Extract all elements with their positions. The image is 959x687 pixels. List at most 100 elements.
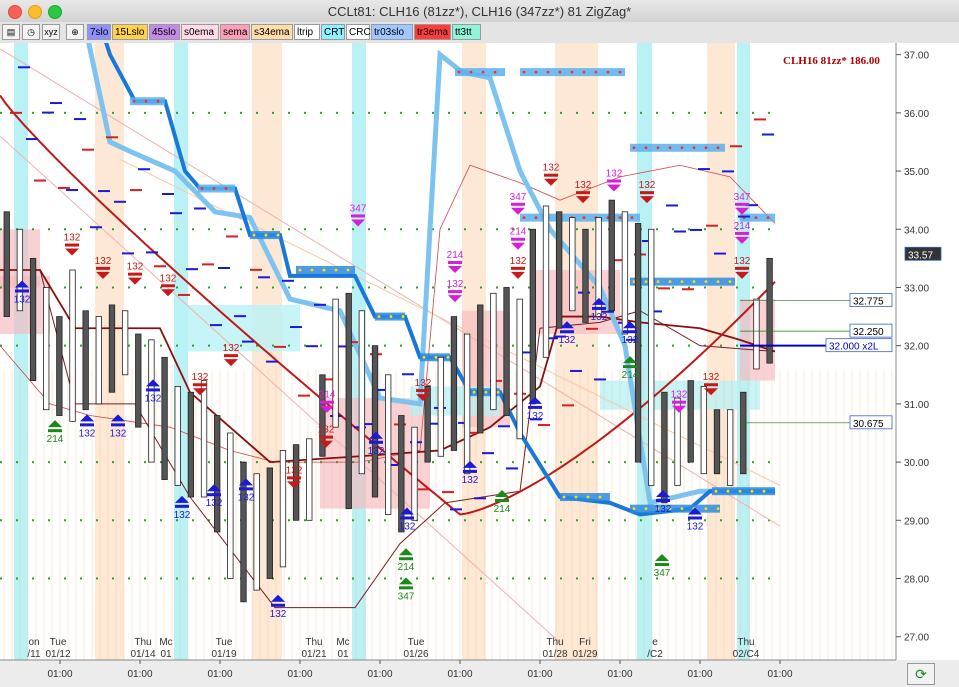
plateau-dot bbox=[692, 280, 696, 284]
xyz-icon[interactable]: xyz bbox=[42, 24, 60, 40]
price-bar bbox=[595, 217, 602, 317]
toolbar-button-tr3ema[interactable]: tr3ema bbox=[414, 24, 451, 40]
plateau-dot bbox=[389, 315, 393, 318]
plateau-dot bbox=[598, 495, 602, 499]
price-bar bbox=[674, 397, 681, 486]
price-tick-label: 28.00 bbox=[904, 575, 929, 586]
signal-arrow bbox=[15, 280, 29, 288]
close-window-button[interactable] bbox=[8, 5, 22, 19]
price-bar bbox=[121, 310, 129, 376]
signal-marker: 132 bbox=[622, 321, 639, 346]
date-day-label: Thu bbox=[546, 637, 563, 648]
plateau-dot bbox=[762, 489, 766, 493]
plateau-dot bbox=[716, 280, 720, 284]
price-bar bbox=[556, 211, 563, 329]
toolbar-button-sema[interactable]: sema bbox=[220, 24, 250, 40]
plateau-dot bbox=[224, 187, 228, 190]
signal-label: 132 bbox=[192, 372, 209, 383]
plateau-block bbox=[740, 213, 775, 222]
signal-bar bbox=[65, 243, 79, 247]
plateau-dot bbox=[632, 280, 636, 284]
signal-label: 132 bbox=[622, 335, 639, 346]
signal-bar bbox=[560, 330, 574, 334]
price-bar bbox=[766, 257, 773, 364]
time-tick-label: 01:00 bbox=[607, 669, 632, 680]
signal-arrow bbox=[511, 207, 525, 215]
layout-icon[interactable]: ▤ bbox=[2, 24, 20, 40]
signal-arrow bbox=[400, 507, 414, 515]
toolbar-button-s0ema[interactable]: s0ema bbox=[181, 24, 219, 40]
minimize-window-button[interactable] bbox=[28, 5, 42, 19]
plateau-dot bbox=[144, 99, 148, 103]
toolbar-button-ltrip[interactable]: ltrip bbox=[294, 24, 320, 40]
signal-arrow bbox=[544, 178, 558, 186]
signal-arrow bbox=[623, 321, 637, 329]
zoom-icon[interactable]: ⊕ bbox=[66, 24, 84, 40]
maximize-window-button[interactable] bbox=[48, 5, 62, 19]
toolbar-button-45slo[interactable]: 45slo bbox=[149, 24, 180, 40]
signal-marker: 214 bbox=[494, 490, 511, 515]
signal-marker: 132 bbox=[110, 414, 127, 439]
toolbar-button-tt3tt[interactable]: tt3tt bbox=[452, 24, 481, 40]
plateau-dot bbox=[469, 70, 473, 74]
toolbar-button-crt[interactable]: CRT bbox=[321, 24, 345, 40]
signal-label: 132 bbox=[510, 256, 527, 267]
plateau-dot bbox=[716, 507, 720, 511]
date-day-label: Tue bbox=[216, 637, 233, 648]
plateau-dot bbox=[132, 99, 136, 103]
price-chart[interactable]: 132 132 132 132 132 132 132 132 214 132 132 132 132 1… bbox=[0, 43, 959, 687]
timer-icon[interactable]: ◷ bbox=[22, 24, 40, 40]
signal-arrow bbox=[193, 388, 207, 396]
signal-marker: 132 bbox=[415, 378, 432, 402]
signal-marker: 132 bbox=[655, 490, 672, 515]
signal-label: 132 bbox=[703, 372, 720, 383]
price-bar bbox=[490, 292, 497, 411]
signal-arrow bbox=[560, 321, 574, 329]
signal-label: 214 bbox=[622, 370, 639, 381]
toolbar-button-tr03slo[interactable]: tr03slo bbox=[371, 24, 413, 40]
signal-bar bbox=[400, 516, 414, 520]
window-title: CCLt81: CLH16 (81zz*), CLH16 (347zz*) 81… bbox=[327, 4, 632, 19]
toolbar-button-crc[interactable]: CRC bbox=[346, 24, 371, 40]
plateau-dot bbox=[401, 315, 405, 318]
price-bar bbox=[477, 304, 484, 434]
price-bar bbox=[634, 223, 642, 463]
plateau-dot bbox=[606, 70, 610, 74]
signal-bar bbox=[271, 603, 285, 607]
signal-marker: 132 bbox=[127, 262, 144, 285]
date-day-label: Mc bbox=[336, 637, 349, 648]
signal-arrow bbox=[448, 295, 462, 303]
plateau-dot bbox=[656, 280, 660, 284]
signal-marker: 214 bbox=[734, 221, 751, 244]
chart-title: CLH16 81zz* 186.00 bbox=[783, 55, 880, 67]
signal-label: 132 bbox=[95, 256, 112, 267]
toolbar-button-7slo[interactable]: 7slo bbox=[87, 24, 111, 40]
date-label: 01/19 bbox=[211, 649, 236, 660]
price-bar bbox=[306, 438, 313, 521]
toolbar-button-15lslo[interactable]: 15Lslo bbox=[112, 24, 148, 40]
envelope-line bbox=[0, 164, 776, 463]
price-label-box bbox=[904, 246, 942, 261]
plateau-dot bbox=[570, 70, 574, 74]
signal-bar bbox=[399, 557, 413, 561]
signal-label: 132 bbox=[79, 428, 96, 439]
signal-bar bbox=[688, 516, 702, 520]
signal-bar bbox=[111, 423, 125, 427]
refresh-button[interactable]: ⟳ bbox=[907, 663, 935, 685]
toolbar-button-s34ema[interactable]: s34ema bbox=[251, 24, 293, 40]
plateau-block bbox=[455, 68, 505, 77]
price-bar bbox=[319, 374, 326, 457]
signal-marker: 132 bbox=[206, 484, 223, 509]
signal-arrow bbox=[399, 577, 413, 585]
signal-label: 214 bbox=[494, 504, 511, 515]
signal-arrow bbox=[287, 481, 301, 489]
date-day-label: Thu bbox=[134, 637, 151, 648]
plateau-dot bbox=[630, 216, 634, 220]
time-tick-label: 01:00 bbox=[127, 669, 152, 680]
plateau-block bbox=[520, 213, 640, 222]
price-bar bbox=[266, 467, 273, 579]
price-label-box bbox=[849, 323, 893, 338]
signal-bar bbox=[623, 365, 637, 369]
plateau-dot bbox=[586, 495, 590, 499]
signal-marker: 132 bbox=[223, 343, 240, 367]
